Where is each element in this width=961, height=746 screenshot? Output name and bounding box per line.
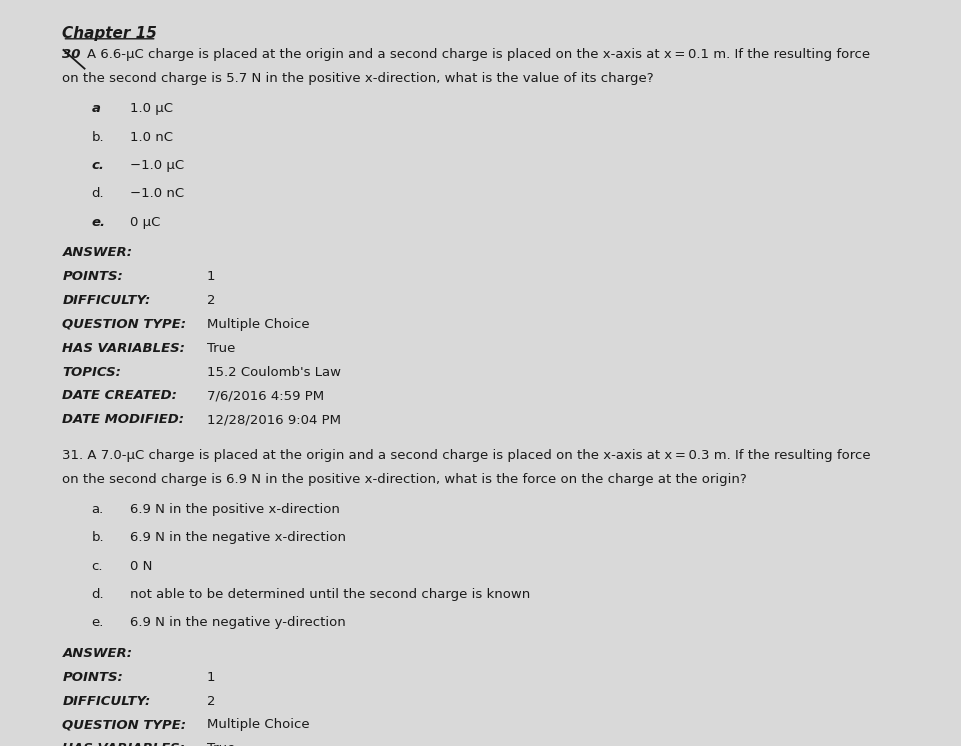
Text: POINTS:: POINTS:: [62, 671, 123, 683]
Text: DIFFICULTY:: DIFFICULTY:: [62, 294, 151, 307]
Text: b.: b.: [91, 131, 104, 143]
Text: 0 μC: 0 μC: [130, 216, 160, 228]
Text: 2: 2: [207, 294, 215, 307]
Text: b.: b.: [91, 531, 104, 544]
Text: e.: e.: [91, 216, 106, 228]
Text: 31. A 7.0-μC charge is placed at the origin and a second charge is placed on the: 31. A 7.0-μC charge is placed at the ori…: [62, 449, 871, 462]
Text: not able to be determined until the second charge is known: not able to be determined until the seco…: [130, 588, 530, 601]
Text: 6.9 N in the positive x-direction: 6.9 N in the positive x-direction: [130, 503, 339, 515]
Text: A 6.6-μC charge is placed at the origin and a second charge is placed on the x-a: A 6.6-μC charge is placed at the origin …: [87, 48, 871, 61]
Text: a.: a.: [91, 503, 104, 515]
Text: POINTS:: POINTS:: [62, 270, 123, 283]
Text: 1: 1: [207, 671, 215, 683]
Text: on the second charge is 5.7 N in the positive x-direction, what is the value of : on the second charge is 5.7 N in the pos…: [62, 72, 654, 85]
Text: c.: c.: [91, 159, 104, 172]
Text: 2: 2: [207, 695, 215, 707]
Text: −1.0 μC: −1.0 μC: [130, 159, 184, 172]
Text: 7/6/2016 4:59 PM: 7/6/2016 4:59 PM: [207, 389, 324, 402]
Text: 30: 30: [62, 48, 81, 61]
Text: Multiple Choice: Multiple Choice: [207, 718, 309, 731]
Text: 1.0 nC: 1.0 nC: [130, 131, 173, 143]
Text: HAS VARIABLES:: HAS VARIABLES:: [62, 742, 185, 746]
Text: QUESTION TYPE:: QUESTION TYPE:: [62, 718, 186, 731]
Text: on the second charge is 6.9 N in the positive x-direction, what is the force on : on the second charge is 6.9 N in the pos…: [62, 473, 748, 486]
Text: Chapter 15: Chapter 15: [62, 26, 158, 41]
Text: ANSWER:: ANSWER:: [62, 246, 133, 259]
Text: 12/28/2016 9:04 PM: 12/28/2016 9:04 PM: [207, 413, 340, 426]
Text: DATE MODIFIED:: DATE MODIFIED:: [62, 413, 185, 426]
Text: 1: 1: [207, 270, 215, 283]
Text: d.: d.: [91, 187, 104, 200]
Text: 6.9 N in the negative x-direction: 6.9 N in the negative x-direction: [130, 531, 346, 544]
Text: 1.0 μC: 1.0 μC: [130, 102, 173, 115]
Text: DIFFICULTY:: DIFFICULTY:: [62, 695, 151, 707]
Text: DATE CREATED:: DATE CREATED:: [62, 389, 178, 402]
Text: HAS VARIABLES:: HAS VARIABLES:: [62, 342, 185, 354]
Text: True: True: [207, 742, 235, 746]
Text: 15.2 Coulomb's Law: 15.2 Coulomb's Law: [207, 366, 340, 378]
Text: Multiple Choice: Multiple Choice: [207, 318, 309, 330]
Text: a: a: [91, 102, 100, 115]
Text: e.: e.: [91, 616, 104, 629]
Text: d.: d.: [91, 588, 104, 601]
Text: 0 N: 0 N: [130, 560, 152, 572]
Text: QUESTION TYPE:: QUESTION TYPE:: [62, 318, 186, 330]
Text: True: True: [207, 342, 235, 354]
Text: TOPICS:: TOPICS:: [62, 366, 121, 378]
Text: −1.0 nC: −1.0 nC: [130, 187, 184, 200]
Text: c.: c.: [91, 560, 103, 572]
Text: 6.9 N in the negative y-direction: 6.9 N in the negative y-direction: [130, 616, 346, 629]
Text: ANSWER:: ANSWER:: [62, 647, 133, 659]
